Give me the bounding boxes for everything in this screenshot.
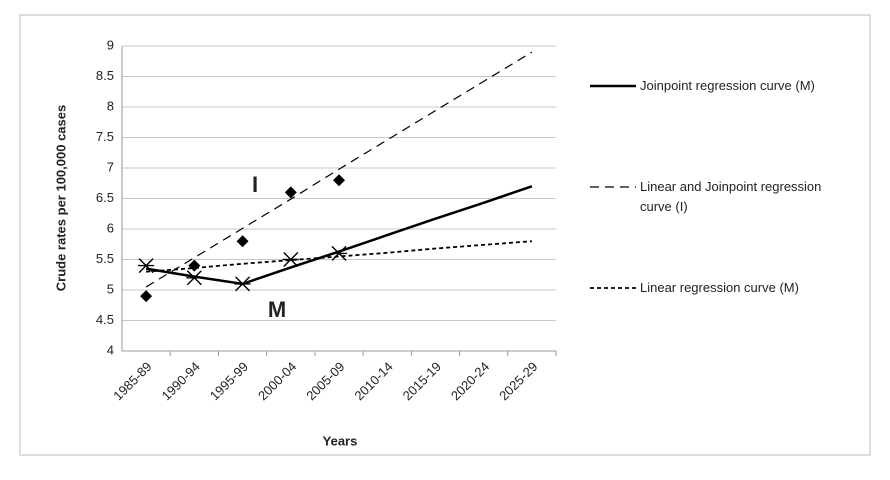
line-series <box>145 51 533 288</box>
y-tick-label: 7 <box>107 159 114 174</box>
annotation: M <box>268 297 286 322</box>
y-tick-label: 6 <box>107 220 114 235</box>
y-tick-label: 8.5 <box>96 68 114 83</box>
diamond-marker <box>284 186 297 199</box>
diamond-marker <box>140 290 153 303</box>
line-series <box>146 240 532 273</box>
annotation: I <box>252 172 258 197</box>
y-tick-label: 4.5 <box>96 312 114 327</box>
y-tick-label: 7.5 <box>96 129 114 144</box>
legend-label: Linear regression curve (M) <box>640 280 799 295</box>
y-tick-label: 9 <box>107 37 114 52</box>
y-axis-title: Crude rates per 100,000 cases <box>53 105 68 291</box>
y-tick-label: 5.5 <box>96 251 114 266</box>
y-tick-label: 6.5 <box>96 190 114 205</box>
x-axis-title: Years <box>323 433 358 448</box>
legend-label: Joinpoint regression curve (M) <box>640 78 815 93</box>
diamond-marker <box>333 174 345 187</box>
y-tick-label: 5 <box>107 281 114 296</box>
line-series <box>145 185 533 286</box>
y-tick-label: 8 <box>107 98 114 113</box>
y-tick-label: 4 <box>107 342 114 357</box>
diamond-marker <box>236 235 249 248</box>
chart-frame <box>19 14 871 456</box>
legend-label: Linear and Joinpoint regression curve (I… <box>640 179 822 214</box>
